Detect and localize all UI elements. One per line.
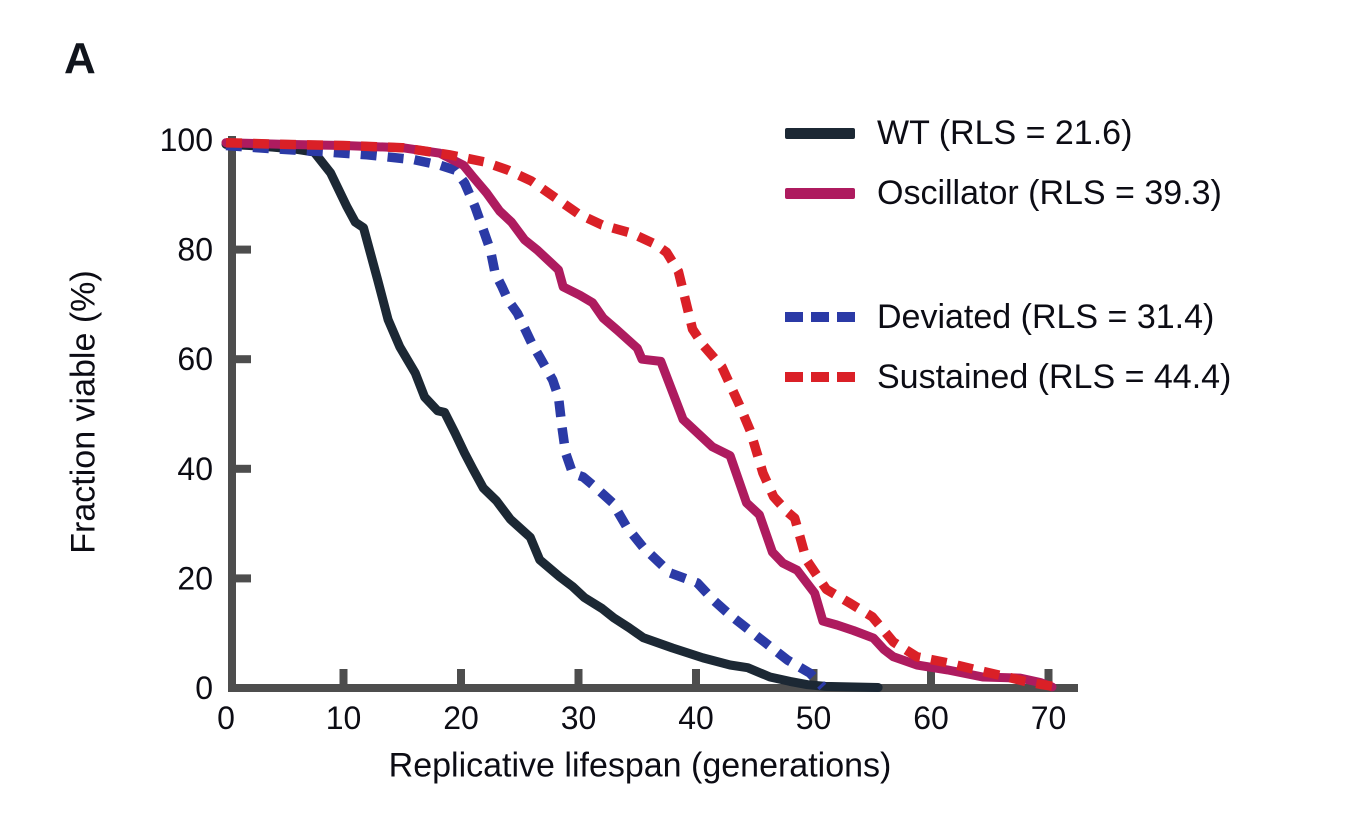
x-axis-line bbox=[228, 684, 1078, 692]
x-tick bbox=[457, 669, 465, 684]
series-wt-curve bbox=[221, 139, 883, 692]
y-tick bbox=[236, 245, 251, 254]
x-tick bbox=[1044, 669, 1053, 684]
series-sustained-curve bbox=[225, 137, 1062, 693]
panel-label: A bbox=[64, 34, 96, 83]
y-tick bbox=[236, 464, 251, 473]
x-tick bbox=[339, 669, 348, 684]
x-tick-label: 30 bbox=[561, 700, 597, 736]
x-tick bbox=[927, 669, 935, 684]
x-tick bbox=[574, 669, 583, 684]
x-tick-label: 70 bbox=[1031, 700, 1067, 736]
y-tick-label: 60 bbox=[177, 341, 213, 377]
x-tick-label: 50 bbox=[796, 700, 832, 736]
y-tick bbox=[236, 574, 251, 583]
x-tick-label: 20 bbox=[443, 700, 479, 736]
x-tick-label: 60 bbox=[913, 700, 949, 736]
x-tick-label: 10 bbox=[326, 700, 362, 736]
y-tick-label: 0 bbox=[195, 670, 213, 706]
y-tick-label: 100 bbox=[160, 122, 213, 158]
y-tick-label: 20 bbox=[177, 560, 213, 596]
x-tick-label: 0 bbox=[217, 700, 235, 736]
x-tick bbox=[692, 669, 700, 684]
series-oscillator-curve bbox=[221, 138, 1057, 692]
y-axis-line bbox=[228, 136, 236, 692]
y-tick-label: 80 bbox=[177, 232, 213, 268]
x-tick bbox=[809, 669, 818, 684]
y-tick bbox=[236, 355, 251, 364]
series-deviated-curve bbox=[225, 140, 827, 691]
y-axis-title: Fraction viable (%) bbox=[64, 270, 103, 554]
y-tick-label: 40 bbox=[177, 451, 213, 487]
x-axis-title: Replicative lifespan (generations) bbox=[388, 746, 892, 785]
x-tick-label: 40 bbox=[678, 700, 714, 736]
